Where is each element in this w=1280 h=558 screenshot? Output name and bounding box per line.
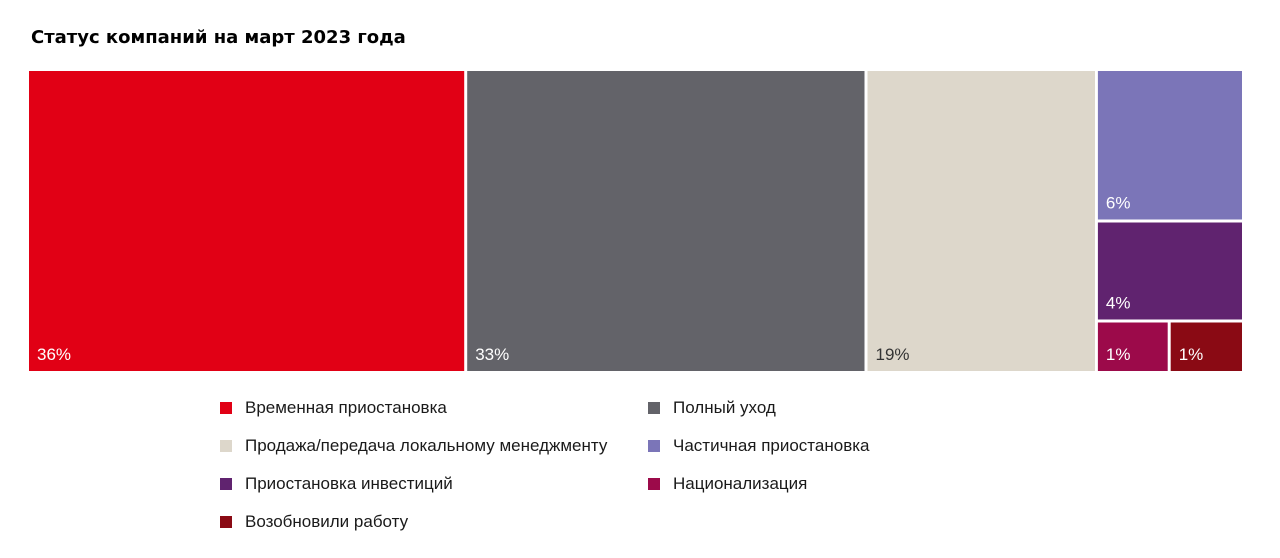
treemap-tile-investment-suspension bbox=[1097, 222, 1242, 320]
treemap-tile-temporary-suspension bbox=[29, 71, 465, 371]
treemap-label-resumed-work: 1% bbox=[1179, 345, 1204, 364]
treemap-tile-nationalization bbox=[1097, 322, 1168, 371]
treemap-label-partial-suspension: 6% bbox=[1106, 194, 1131, 213]
treemap-tile-partial-suspension bbox=[1097, 71, 1242, 220]
treemap-label-sale-transfer: 19% bbox=[876, 345, 910, 364]
treemap-label-temporary-suspension: 36% bbox=[37, 345, 71, 364]
chart-title: Статус компаний на март 2023 года bbox=[31, 27, 406, 48]
treemap-label-full-exit: 33% bbox=[475, 345, 509, 364]
treemap-tile-sale-transfer bbox=[867, 71, 1095, 371]
treemap-label-nationalization: 1% bbox=[1106, 345, 1131, 364]
treemap-tile-full-exit bbox=[467, 71, 865, 371]
treemap-tile-resumed-work bbox=[1170, 322, 1242, 371]
treemap-label-investment-suspension: 4% bbox=[1106, 294, 1131, 313]
